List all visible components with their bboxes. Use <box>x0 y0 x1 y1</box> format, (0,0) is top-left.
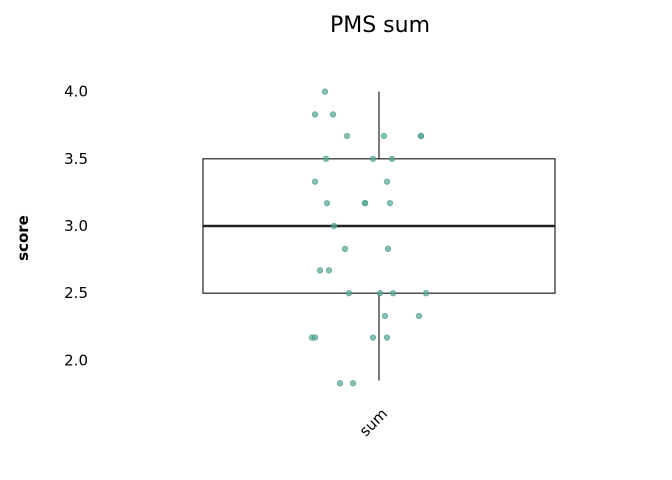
y-axis-label: score <box>14 215 32 261</box>
chart-title: PMS sum <box>330 13 430 38</box>
data-point <box>311 334 319 341</box>
data-points <box>308 88 430 387</box>
y-tick-label: 3.0 <box>64 217 88 235</box>
y-tick-label: 3.5 <box>64 150 88 168</box>
data-point <box>345 290 353 297</box>
data-point <box>311 111 319 118</box>
data-point <box>389 290 397 297</box>
data-point <box>322 155 330 162</box>
data-point <box>415 312 423 320</box>
data-point <box>361 199 369 207</box>
data-point <box>343 132 351 140</box>
y-tick-label: 2.0 <box>64 351 88 369</box>
data-point <box>417 132 425 140</box>
x-category-labels: sum <box>356 405 391 440</box>
plot-area <box>202 88 556 387</box>
data-point <box>316 267 324 274</box>
x-category-label: sum <box>356 405 391 440</box>
data-point <box>323 199 331 207</box>
data-point <box>336 380 344 387</box>
data-point <box>325 267 333 274</box>
data-point <box>341 245 349 253</box>
data-point <box>369 155 377 162</box>
data-point <box>386 199 394 207</box>
data-point <box>369 334 377 341</box>
data-point <box>330 222 338 230</box>
y-tick-label: 4.0 <box>64 83 88 101</box>
data-point <box>311 178 319 185</box>
data-point <box>422 290 430 297</box>
data-point <box>381 312 389 320</box>
data-point <box>388 155 396 162</box>
data-point <box>329 111 337 118</box>
data-point <box>349 380 357 387</box>
data-point <box>384 245 392 253</box>
data-point <box>380 132 388 140</box>
data-point <box>376 290 384 297</box>
y-tick-label: 2.5 <box>64 284 88 302</box>
data-point <box>383 178 391 185</box>
data-point <box>383 334 391 341</box>
data-point <box>321 88 329 95</box>
y-tick-labels: 2.0 2.5 3.0 3.5 4.0 <box>64 83 88 370</box>
